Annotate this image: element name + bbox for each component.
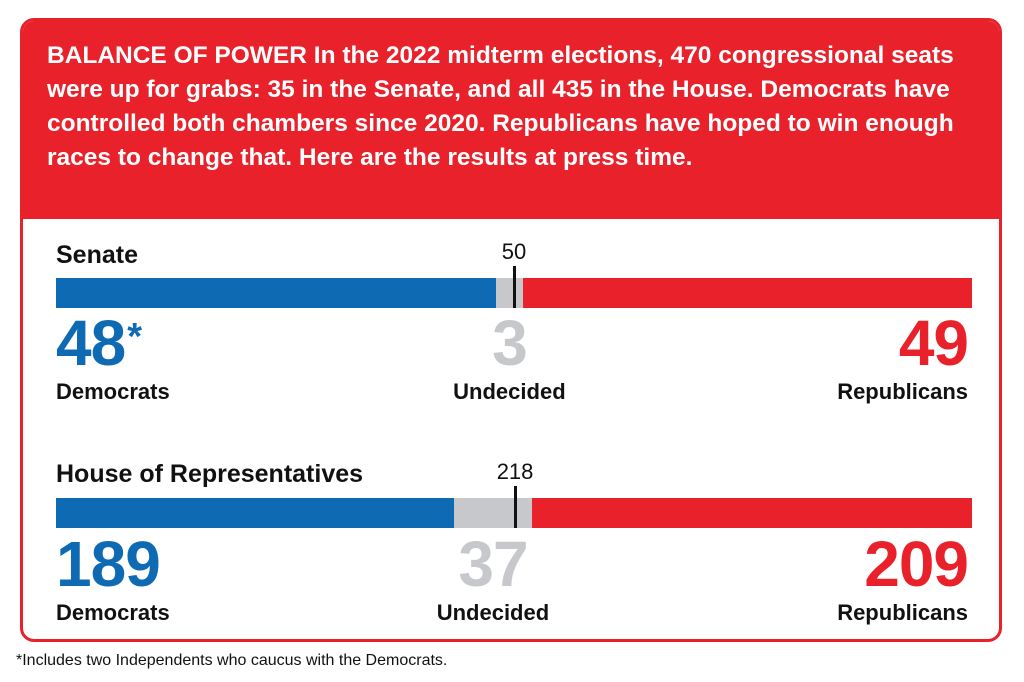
intro-banner: BALANCE OF POWER In the 2022 midterm ele… — [23, 21, 999, 219]
senate-value-republicans: 49 — [898, 307, 969, 379]
house-label-undecided: Undecided — [436, 600, 550, 625]
senate-label-undecided: Undecided — [453, 379, 566, 404]
house-bar-undecided — [453, 498, 532, 528]
house-majority-label: 218 — [496, 459, 534, 484]
senate-label-democrats: Democrats — [56, 379, 170, 404]
house-label-republicans: Republicans — [837, 600, 968, 625]
footnote: *Includes two Independents who caucus wi… — [16, 652, 448, 669]
senate-majority-label: 50 — [501, 239, 527, 264]
senate-value-democrats: 48* — [56, 311, 142, 375]
house-value-democrats: 189 — [56, 528, 161, 600]
senate-bar-undecided — [495, 278, 524, 308]
senate-title: Senate — [56, 241, 138, 269]
senate-value-undecided: 3 — [492, 307, 528, 379]
senate-bar-republicans — [523, 278, 972, 308]
senate-label-republicans: Republicans — [837, 379, 968, 404]
house-value-undecided: 37 — [458, 528, 528, 600]
house-value-republicans: 209 — [864, 528, 969, 600]
infographic-card: BALANCE OF POWER In the 2022 midterm ele… — [20, 18, 1002, 642]
senate-majority-marker — [512, 266, 516, 308]
intro-body: In the 2022 midterm elections, 470 congr… — [47, 42, 954, 171]
intro-lead: BALANCE OF POWER — [47, 42, 307, 69]
house-bar-democrats — [56, 498, 454, 528]
intro-text: BALANCE OF POWER In the 2022 midterm ele… — [47, 39, 977, 175]
senate-dem-asterisk: * — [127, 316, 142, 358]
senate-bar-democrats — [56, 278, 496, 308]
senate-dem-number: 48 — [56, 307, 126, 379]
house-bar-republicans — [531, 498, 972, 528]
house-title: House of Representatives — [56, 460, 364, 488]
house-majority-marker — [513, 486, 517, 528]
house-label-democrats: Democrats — [56, 600, 170, 625]
